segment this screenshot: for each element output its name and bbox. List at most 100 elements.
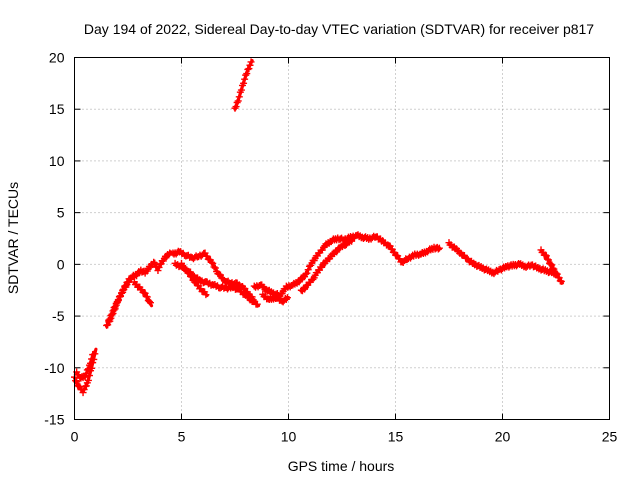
- data-point: [207, 258, 215, 266]
- data-point: [347, 236, 355, 244]
- series-track-8: [178, 259, 210, 299]
- data-point: [81, 373, 89, 381]
- data-point: [87, 359, 95, 367]
- data-point: [246, 61, 254, 69]
- x-axis-label: GPS time / hours: [288, 458, 395, 474]
- data-point: [109, 307, 117, 315]
- grid: [74, 57, 610, 420]
- y-tick-label: 10: [49, 153, 65, 169]
- data-point: [141, 289, 149, 297]
- data-traces: [71, 58, 565, 397]
- data-point: [80, 386, 88, 394]
- x-tick-label: 10: [281, 429, 297, 445]
- data-point: [82, 369, 90, 377]
- data-point: [235, 93, 243, 101]
- data-point: [304, 266, 312, 274]
- data-point: [107, 312, 115, 320]
- data-point: [72, 377, 80, 385]
- data-point: [232, 103, 240, 111]
- data-point: [112, 299, 120, 307]
- y-tick-label: -5: [52, 308, 65, 324]
- data-point: [143, 293, 151, 301]
- data-point: [234, 97, 242, 105]
- chart-title: Day 194 of 2022, Sidereal Day-to-day VTE…: [84, 21, 594, 37]
- data-point: [552, 269, 560, 277]
- data-point: [122, 282, 130, 290]
- data-point: [548, 261, 556, 269]
- data-point: [547, 260, 555, 268]
- axis-ticks: 0 5 10 15 20 25 -15 -10 -5 0 5 10 15 20: [44, 50, 617, 445]
- data-point: [283, 294, 291, 302]
- data-point: [154, 267, 162, 275]
- series-track-9: [250, 231, 443, 300]
- data-point: [303, 269, 311, 277]
- data-point: [155, 263, 163, 271]
- data-point: [542, 252, 550, 260]
- data-point: [233, 99, 241, 107]
- data-point: [244, 65, 252, 73]
- data-point: [555, 274, 563, 282]
- data-point: [119, 288, 127, 296]
- data-point: [549, 264, 557, 272]
- data-point: [82, 382, 90, 390]
- data-point: [151, 259, 159, 267]
- series-track-5: [130, 278, 154, 308]
- data-point: [125, 275, 133, 283]
- series-track-14: [231, 58, 255, 112]
- data-point: [242, 71, 250, 79]
- data-point: [178, 259, 185, 267]
- data-point: [113, 299, 121, 307]
- data-point: [106, 315, 114, 323]
- series-track-6: [169, 247, 257, 304]
- data-point: [110, 304, 118, 312]
- data-point: [108, 310, 116, 318]
- data-point: [120, 285, 128, 293]
- data-point: [243, 70, 251, 78]
- data-point: [188, 273, 196, 281]
- data-point: [543, 255, 551, 263]
- data-point: [84, 365, 92, 373]
- data-point: [253, 300, 261, 308]
- data-point: [545, 256, 553, 264]
- series-track-4: [105, 275, 133, 324]
- data-point: [211, 264, 219, 272]
- data-point: [245, 65, 253, 73]
- x-tick-label: 25: [602, 429, 618, 445]
- data-point: [348, 237, 356, 245]
- x-tick-label: 20: [495, 429, 511, 445]
- x-tick-label: 5: [178, 429, 186, 445]
- y-tick-label: 0: [57, 256, 65, 272]
- y-tick-label: 15: [49, 101, 65, 117]
- y-axis-label: SDTVAR / TECUs: [5, 182, 21, 294]
- data-point: [150, 258, 158, 266]
- data-point: [105, 316, 113, 324]
- x-tick-label: 0: [71, 429, 79, 445]
- data-point: [302, 270, 310, 278]
- data-point: [83, 366, 91, 374]
- x-tick-label: 15: [388, 429, 404, 445]
- data-point: [241, 75, 249, 83]
- data-point: [88, 355, 96, 363]
- y-tick-label: 5: [57, 205, 65, 221]
- series-track-13: [537, 246, 565, 285]
- plot-frame: [74, 57, 610, 420]
- data-point: [145, 298, 153, 306]
- series-track-12: [445, 239, 561, 279]
- data-point: [89, 351, 97, 359]
- data-point: [237, 86, 245, 94]
- data-point: [111, 303, 119, 311]
- y-tick-label: 20: [49, 50, 65, 66]
- data-point: [210, 263, 218, 271]
- data-point: [152, 262, 160, 270]
- data-point: [557, 277, 565, 285]
- data-point: [114, 296, 122, 304]
- data-point: [541, 251, 549, 259]
- data-point: [231, 104, 239, 112]
- data-point: [434, 245, 442, 253]
- data-point: [550, 265, 558, 273]
- data-point: [124, 278, 132, 286]
- data-point: [240, 79, 248, 87]
- data-point: [117, 292, 125, 300]
- data-point: [553, 270, 561, 278]
- series-track-10: [297, 236, 356, 295]
